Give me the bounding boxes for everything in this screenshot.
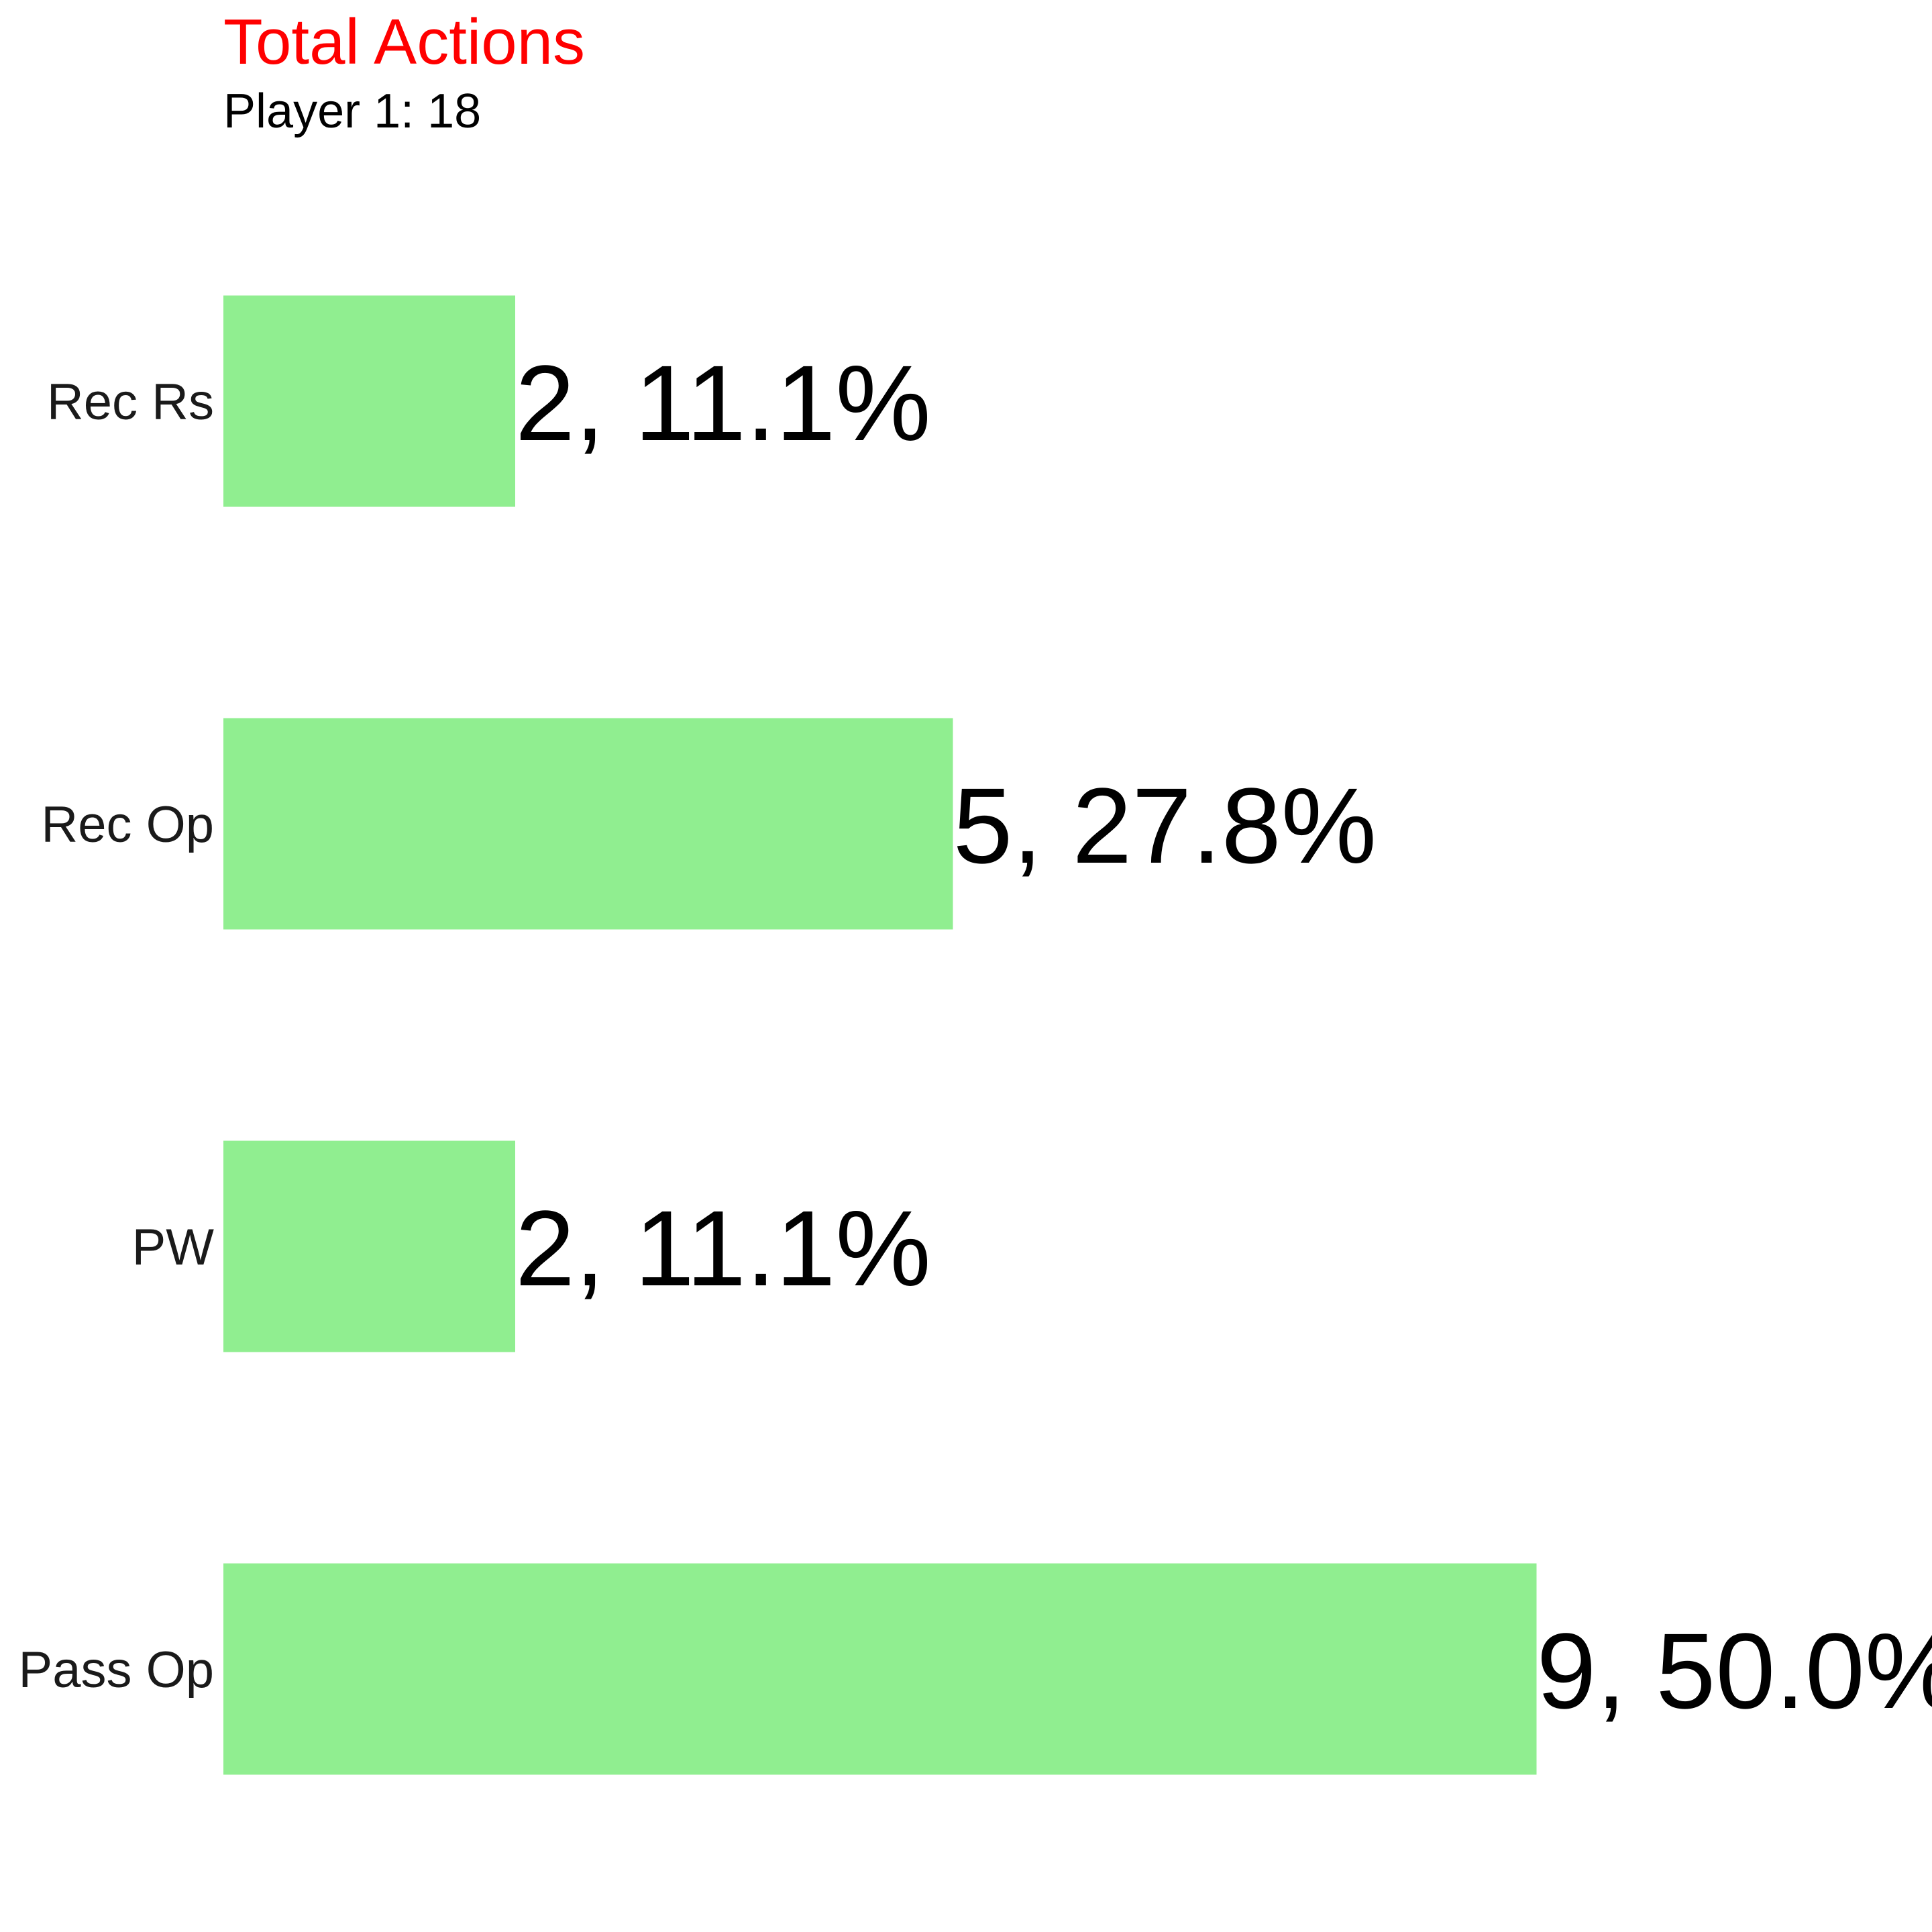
data-label: 2, 11.1% — [515, 343, 931, 463]
chart-subtitle: Player 1: 18 — [223, 85, 481, 138]
category-label: PW — [132, 1219, 215, 1276]
category-label: Pass Op — [19, 1642, 214, 1699]
bars-group: Rec Rs 2, 11.1% Rec Op 5, 27.8% PW 2, 11.1% Pa… — [19, 295, 1932, 1775]
category-label: Rec Op — [41, 796, 214, 853]
bar-pass-op — [223, 1563, 1537, 1775]
category-label: Rec Rs — [47, 374, 214, 431]
bar-rec-rs — [223, 295, 515, 507]
data-label: 2, 11.1% — [515, 1188, 931, 1308]
chart-title: Total Actions — [223, 6, 585, 78]
data-label: 9, 50.0% — [1537, 1611, 1932, 1731]
bar-pw — [223, 1140, 515, 1352]
bar-rec-op — [223, 718, 953, 930]
data-label: 5, 27.8% — [953, 765, 1377, 885]
